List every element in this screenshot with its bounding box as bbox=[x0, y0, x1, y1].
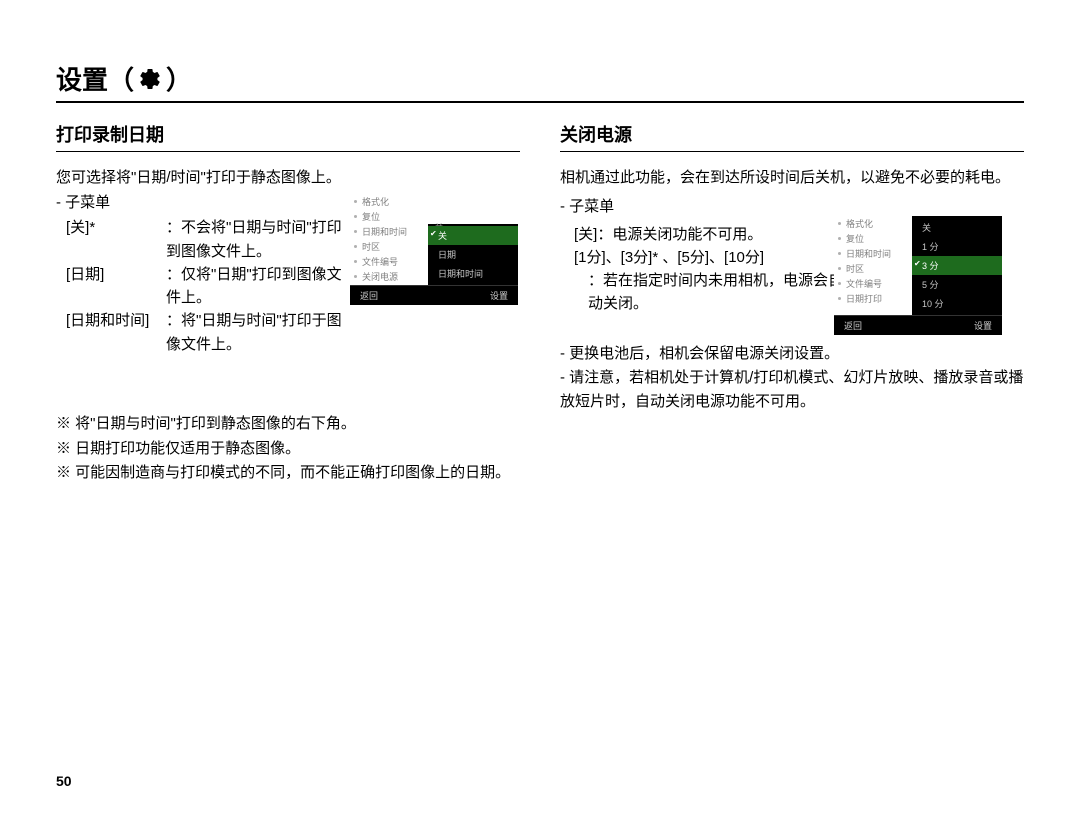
mini-back: 返回 bbox=[360, 289, 378, 302]
left-def-block: [关]* ：不会将"日期与时间"打印到图像文件上。 [日期] ：仅将"日期"打印… bbox=[56, 216, 346, 356]
mini-item: 复位 bbox=[354, 209, 428, 224]
mini-option: 10 分 bbox=[912, 294, 1002, 313]
mini-item: 文件编号 bbox=[838, 276, 912, 291]
mini-set: 设置 bbox=[490, 289, 508, 302]
mini-item: 时区 bbox=[838, 261, 912, 276]
mini-item: 文件编号 bbox=[354, 254, 428, 269]
note-line: ※ 可能因制造商与打印模式的不同，而不能正确打印图像上的日期。 bbox=[56, 461, 520, 486]
right-mini-menu: 格式化 复位 日期和时间 时区 文件编号 日期打印 关 1 分 3 分 5 分 … bbox=[834, 216, 1002, 335]
mini-option: 关 bbox=[912, 218, 1002, 237]
right-notes: - 更换电池后，相机会保留电源关闭设置。 - 请注意，若相机处于计算机/打印机模… bbox=[560, 342, 1024, 414]
mini-options-dark: 关 1 分 3 分 5 分 10 分 bbox=[912, 216, 1002, 315]
mini-option: 关 bbox=[428, 226, 518, 245]
page-title: 设置（ ） bbox=[56, 60, 1024, 103]
note-line: - 请注意，若相机处于计算机/打印机模式、幻灯片放映、播放录音或播放短片时，自动… bbox=[560, 366, 1024, 414]
mini-menu-list: 格式化 复位 日期和时间 时区 文件编号 关闭电源 bbox=[350, 194, 428, 284]
mini-option: 日期 bbox=[428, 245, 518, 264]
mini-option: 日期和时间 bbox=[428, 264, 518, 283]
note-line: ※ 将"日期与时间"打印到静态图像的右下角。 bbox=[56, 412, 520, 437]
def-desc: ：不会将"日期与时间"打印到图像文件上。 bbox=[166, 216, 346, 263]
def-term: [关]* bbox=[66, 216, 166, 263]
mini-item: 格式化 bbox=[354, 194, 428, 209]
def-row: [日期和时间] ：将"日期与时间"打印于图像文件上。 bbox=[66, 309, 346, 356]
mini-option: 3 分 bbox=[912, 256, 1002, 275]
right-submenu-label: - 子菜单 bbox=[560, 195, 1024, 218]
mini-footer: 返回 设置 bbox=[834, 315, 1002, 335]
left-mini-menu: 格式化 复位 日期和时间 时区 文件编号 关闭电源 :关 关 日期 日期和时间 bbox=[350, 194, 518, 305]
mini-menu-list: 格式化 复位 日期和时间 时区 文件编号 日期打印 bbox=[834, 216, 912, 306]
mini-back: 返回 bbox=[844, 319, 862, 332]
left-section-title: 打印录制日期 bbox=[56, 121, 520, 152]
page-number: 50 bbox=[56, 773, 72, 789]
mini-option: 1 分 bbox=[912, 237, 1002, 256]
def-row: [日期] ：仅将"日期"打印到图像文件上。 bbox=[66, 263, 346, 310]
mini-footer: 返回 设置 bbox=[350, 285, 518, 305]
mini-item: 复位 bbox=[838, 231, 912, 246]
right-intro: 相机通过此功能，会在到达所设时间后关机，以避免不必要的耗电。 bbox=[560, 166, 1024, 189]
def-desc: ：仅将"日期"打印到图像文件上。 bbox=[166, 263, 346, 310]
note-line: - 更换电池后，相机会保留电源关闭设置。 bbox=[560, 342, 1024, 366]
mini-item: 关闭电源 bbox=[354, 269, 428, 284]
left-intro: 您可选择将"日期/时间"打印于静态图像上。 bbox=[56, 166, 520, 189]
gear-icon bbox=[138, 67, 162, 91]
mini-options-dark: 关 日期 日期和时间 bbox=[428, 224, 518, 285]
title-prefix: 设置（ bbox=[56, 60, 134, 97]
mini-item: 时区 bbox=[354, 239, 428, 254]
mini-right-label: :关 bbox=[428, 194, 518, 222]
mini-item: 日期和时间 bbox=[838, 246, 912, 261]
mini-item: 格式化 bbox=[838, 216, 912, 231]
mini-item: 日期和时间 bbox=[354, 224, 428, 239]
def-row: [关]* ：不会将"日期与时间"打印到图像文件上。 bbox=[66, 216, 346, 263]
def-desc: ：将"日期与时间"打印于图像文件上。 bbox=[166, 309, 346, 356]
mini-option: 5 分 bbox=[912, 275, 1002, 294]
def-term: [日期和时间] bbox=[66, 309, 166, 356]
mini-item: 日期打印 bbox=[838, 291, 912, 306]
right-section-title: 关闭电源 bbox=[560, 121, 1024, 152]
title-suffix: ） bbox=[166, 60, 192, 97]
note-line: ※ 日期打印功能仅适用于静态图像。 bbox=[56, 437, 520, 462]
mini-set: 设置 bbox=[974, 319, 992, 332]
left-notes: ※ 将"日期与时间"打印到静态图像的右下角。 ※ 日期打印功能仅适用于静态图像。… bbox=[56, 412, 520, 486]
def-term: [日期] bbox=[66, 263, 166, 310]
right-line-desc: ：若在指定时间内未用相机，电源会自 bbox=[588, 269, 858, 292]
